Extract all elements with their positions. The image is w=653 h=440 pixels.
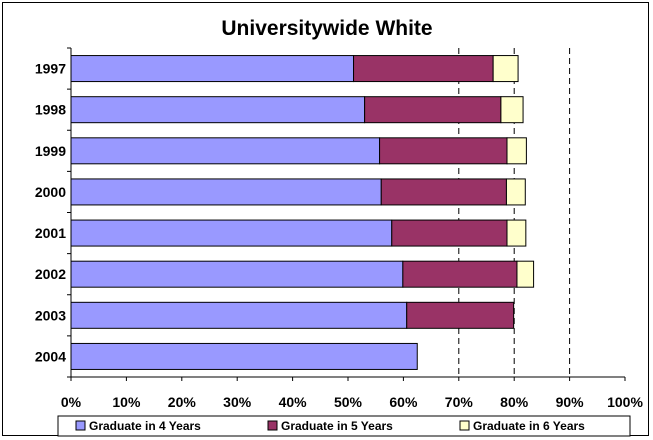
legend-swatch: [459, 420, 470, 431]
x-tick-label: 30%: [223, 394, 252, 410]
bar-segment: [364, 96, 502, 124]
legend-label: Graduate in 6 Years: [473, 419, 585, 433]
x-tick-label: 40%: [279, 394, 308, 410]
legend-label: Graduate in 4 Years: [89, 419, 201, 433]
bar-segment: [70, 342, 418, 370]
bar-segment: [379, 137, 508, 165]
bar-segment: [380, 178, 507, 206]
x-tick-label: 50%: [334, 394, 363, 410]
category-label: 2000: [35, 184, 66, 200]
x-tick-label: 70%: [445, 394, 474, 410]
category-label: 1998: [35, 102, 66, 118]
bar-segment: [516, 260, 535, 288]
bar-segment: [406, 301, 515, 329]
x-tick-label: 20%: [168, 394, 197, 410]
bar-segment: [500, 96, 524, 124]
bar-segment: [70, 55, 355, 83]
category-label: 2003: [35, 307, 66, 323]
category-label: 2002: [35, 266, 66, 282]
x-tick-label: 80%: [500, 394, 529, 410]
bar-segment: [353, 55, 494, 83]
bar-segment: [391, 219, 508, 247]
axes: [67, 47, 626, 381]
legend-swatch: [267, 420, 278, 431]
bar-segment: [70, 178, 382, 206]
bar-segment: [505, 178, 526, 206]
legend-box: [57, 415, 631, 437]
category-label: 2004: [35, 348, 66, 364]
x-tick-label: 10%: [112, 394, 141, 410]
x-tick-label: 60%: [389, 394, 418, 410]
bar-segment: [506, 137, 527, 165]
bar-segment: [492, 55, 519, 83]
bar-segment: [402, 260, 518, 288]
bar-segment: [506, 219, 527, 247]
chart-title: Universitywide White: [221, 17, 432, 40]
category-label: 1997: [35, 61, 66, 77]
bar-segment: [70, 137, 381, 165]
bar-segment: [70, 301, 408, 329]
bar-segment: [70, 260, 404, 288]
x-tick-labels: 0% 10% 20% 30% 40% 50% 60% 70% 80% 90% 100%: [61, 394, 644, 410]
x-tick-label: 0%: [61, 394, 82, 410]
x-tick-label: 100%: [607, 394, 643, 410]
legend-label: Graduate in 5 Years: [281, 419, 393, 433]
legend-swatch: [75, 420, 86, 431]
x-tick-label: 90%: [556, 394, 585, 410]
category-labels: 1997 1998 1999 2000 2001 2002 2003 2004: [35, 61, 66, 365]
category-label: 1999: [35, 143, 66, 159]
bar-segment: [70, 96, 366, 124]
bars: [70, 55, 535, 370]
bar-segment: [70, 219, 393, 247]
legend: Graduate in 4 Years Graduate in 5 Years Gr…: [57, 415, 631, 437]
category-label: 2001: [35, 225, 66, 241]
